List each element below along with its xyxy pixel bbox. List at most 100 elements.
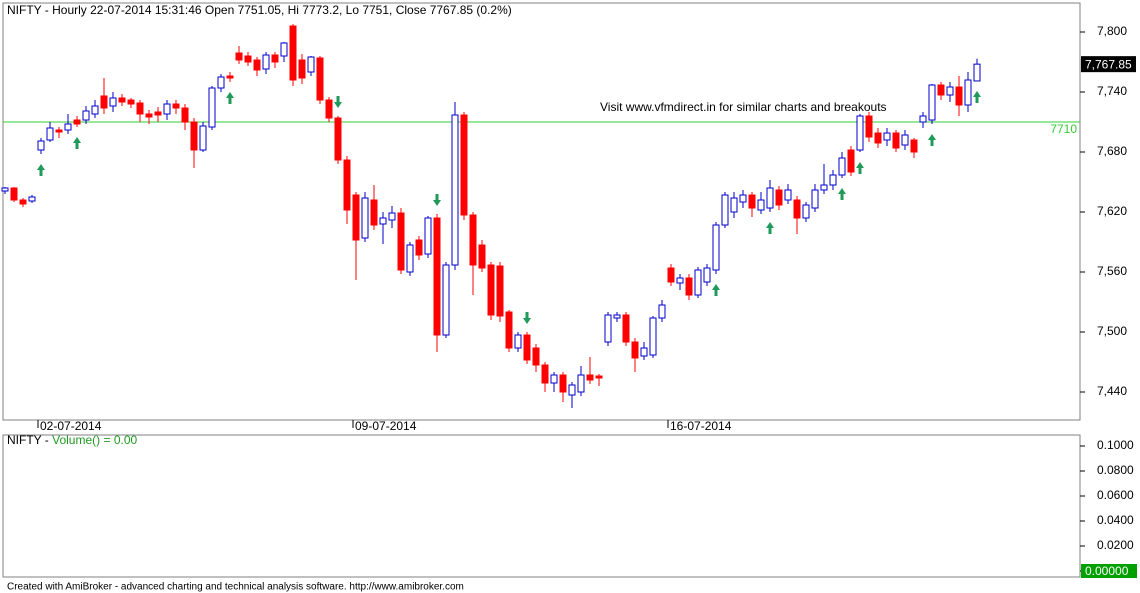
candle-body <box>604 314 612 343</box>
candle-body <box>289 25 297 81</box>
candle-body <box>712 224 720 271</box>
candle-body <box>334 117 342 161</box>
candle-body <box>181 107 189 123</box>
buy-arrow <box>838 188 846 200</box>
chart-title: NIFTY - Hourly 22-07-2014 15:31:46 Open … <box>7 3 512 17</box>
y-tick-label: 7,680 <box>1097 144 1127 158</box>
candle-body <box>523 334 531 361</box>
y-tick-label: 7,800 <box>1097 24 1127 38</box>
candle-body <box>217 76 225 89</box>
candle-body <box>874 132 882 144</box>
candle-body <box>127 99 135 105</box>
y-tick-label: 0.0800 <box>1097 463 1134 477</box>
candle-body <box>748 194 756 209</box>
candle-body <box>703 267 711 283</box>
candle-body <box>487 264 495 316</box>
candle-body <box>82 110 90 121</box>
candle-body <box>829 174 837 186</box>
y-tick-label: 7,500 <box>1097 324 1127 338</box>
candle-body <box>343 159 351 211</box>
candle-body <box>919 115 927 123</box>
candle-body <box>802 204 810 219</box>
buy-arrow <box>226 92 234 104</box>
y-tick-label: 0.0600 <box>1097 488 1134 502</box>
candle-body <box>10 187 18 201</box>
candle-body <box>460 114 468 216</box>
buy-arrow <box>73 137 81 149</box>
last-price-box <box>1081 56 1136 73</box>
candle-body <box>253 59 261 71</box>
candle-body <box>730 197 738 213</box>
candle-body <box>694 269 702 296</box>
candle-body <box>1 187 9 192</box>
candle-body <box>838 157 846 176</box>
footer: Created with AmiBroker - advanced charti… <box>7 582 464 593</box>
candle-body <box>622 314 630 343</box>
candle-body <box>811 189 819 209</box>
candle-body <box>136 102 144 115</box>
candle-body <box>784 189 792 201</box>
candle-body <box>316 57 324 101</box>
candle-body <box>676 277 684 284</box>
candle-body <box>685 277 693 296</box>
candle-body <box>901 134 909 146</box>
candle-body <box>73 119 81 125</box>
y-tick-label: 7,740 <box>1097 84 1127 98</box>
candle-body <box>361 197 369 239</box>
candle-body <box>973 63 981 82</box>
y-tick-box <box>1081 564 1137 578</box>
candle-body <box>865 115 873 138</box>
candle-body <box>235 52 243 61</box>
candle-body <box>820 184 828 191</box>
candle-body <box>46 127 54 141</box>
candle-body <box>847 149 855 173</box>
y-tick-label: 7,560 <box>1097 264 1127 278</box>
candle-body <box>379 217 387 225</box>
volume-panel <box>2 434 1081 578</box>
candle-body <box>190 121 198 151</box>
candle-body <box>352 194 360 241</box>
candle-body <box>964 79 972 106</box>
candle-body <box>892 132 900 149</box>
candle-body <box>577 374 585 393</box>
x-tick-label: 09-07-2014 <box>355 419 417 433</box>
volume-title: NIFTY - Volume() = 0.00 <box>7 433 138 447</box>
candle-body <box>37 140 45 151</box>
candle-body <box>559 374 567 393</box>
y-tick-label: 0.0400 <box>1097 513 1134 527</box>
sell-arrow <box>433 194 441 206</box>
candle-body <box>955 86 963 106</box>
candle-body <box>109 97 117 107</box>
buy-arrow <box>973 91 981 103</box>
candle-body <box>469 214 477 266</box>
y-tick-label: 0.0200 <box>1097 538 1134 552</box>
candle-body <box>388 212 396 221</box>
candle-body <box>280 42 288 57</box>
candle-body <box>325 99 333 119</box>
candle-body <box>541 364 549 384</box>
candle-body <box>505 311 513 349</box>
candle-body <box>883 132 891 141</box>
candle-body <box>172 103 180 109</box>
x-tick-label: 16-07-2014 <box>670 419 732 433</box>
y-tick-label: 0.00000 <box>1085 564 1129 578</box>
annotation: Visit www.vfmdirect.in for similar chart… <box>600 100 887 114</box>
candle-body <box>163 103 171 115</box>
candle-body <box>514 334 522 349</box>
candle-body <box>424 217 432 255</box>
candle-body <box>478 244 486 269</box>
level-label: 7710 <box>1050 122 1077 136</box>
candle-body <box>442 264 450 336</box>
candle-body <box>415 239 423 256</box>
candle-body <box>118 97 126 103</box>
candle-body <box>199 125 207 151</box>
volume-title-name: NIFTY - <box>7 433 52 447</box>
buy-arrow <box>928 134 936 146</box>
candle-body <box>631 341 639 359</box>
y-tick-label: 7,440 <box>1097 384 1127 398</box>
candle-body <box>154 111 162 116</box>
candle-body <box>307 56 315 73</box>
candle-body <box>271 54 279 63</box>
candle-body <box>766 187 774 209</box>
candle-body <box>613 314 621 319</box>
